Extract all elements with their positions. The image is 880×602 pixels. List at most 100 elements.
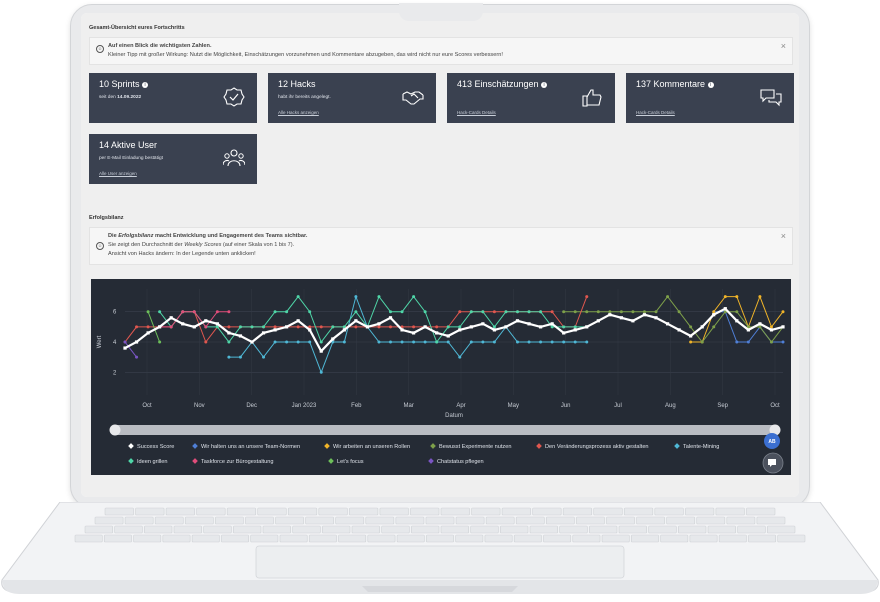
legend-item[interactable]: Wir halten uns an unsere Team-Normen [201,444,300,450]
info-icon[interactable]: i [707,82,714,88]
keyboard-key [726,516,756,525]
data-point [215,322,219,326]
range-slider-track[interactable] [111,425,779,435]
card-title: 413 Einschätzungen [457,79,539,89]
legend-marker[interactable] [428,458,434,464]
x-tick-label: Aug [665,403,676,409]
data-point [146,325,150,329]
keyboard-key [203,525,232,534]
data-point [261,331,266,335]
keyboard-key [287,507,318,516]
hack-cards-details-link[interactable]: Hack-Cards Details [457,110,496,115]
data-point [654,310,658,314]
data-point [700,340,704,344]
keyboard-key [707,525,736,534]
legend-item[interactable]: Success Score [137,444,174,450]
overview-info-box: ☺ Auf einen Blick die wichtigsten Zahlen… [89,37,793,65]
keyboard-key [666,516,696,525]
data-point [769,328,774,332]
legend-marker[interactable] [674,443,680,449]
legend-marker[interactable] [430,443,436,449]
data-point [527,340,531,344]
keyboard-key [623,507,654,516]
success-info-box: ☺ Die Erfolgsbilanz macht Entwicklung un… [89,227,793,265]
keyboard-key [543,534,572,543]
legend-marker[interactable] [536,443,542,449]
card-subtitle-date: 14.09.2022 [117,95,142,100]
range-slider-handle-left[interactable] [109,424,121,436]
legend-item[interactable]: Taskforce zur Bürogestaltung [201,459,273,465]
legend-item[interactable]: Talente-Mining [683,444,719,450]
legend-marker[interactable] [324,443,330,449]
legend-marker[interactable] [192,458,198,464]
all-users-link[interactable]: Alle User anzeigen [99,171,137,176]
legend-marker[interactable] [128,443,134,449]
user-avatar-badge[interactable] [764,433,780,449]
legend-item[interactable]: Chatstatus pflegen [437,459,484,465]
keyboard-key [411,525,440,534]
data-point [665,322,670,326]
data-point [596,310,600,314]
data-point [296,325,300,329]
series-line [228,294,587,374]
keyboard-key [426,534,454,543]
keyboard-key [221,534,249,543]
data-point [446,334,450,338]
data-point [458,328,462,332]
keyboard-key [74,534,103,543]
data-point [689,325,693,329]
legend-item[interactable]: Den Veränderungsprozess aktiv gestalten [545,444,649,450]
info-icon[interactable]: i [142,82,149,88]
data-point [204,325,208,329]
data-point [135,355,139,359]
legend-marker[interactable] [328,458,334,464]
keyboard-key [318,507,348,516]
data-point [758,295,762,299]
series-line [563,295,784,343]
x-tick-label: Oct [770,403,780,409]
data-point [712,310,716,314]
info-icon[interactable]: i [541,82,548,88]
x-tick-label: Dec [246,403,257,409]
data-point [746,325,750,329]
data-point [389,310,393,314]
close-icon[interactable]: × [780,41,786,51]
hack-cards-details-link[interactable]: Hack-Cards Details [636,110,675,115]
keyboard-key [501,507,531,516]
keyboard-key [367,534,396,543]
all-hacks-link[interactable]: Alle Hacks anzeigen [278,110,319,115]
legend-item[interactable]: Wir arbeiten an unseren Rollen [333,444,410,450]
data-point [158,325,162,329]
data-point [354,325,358,329]
legend-item[interactable]: Ideen grillen [137,459,167,465]
legend-item[interactable]: Let's focus [337,459,364,465]
data-point [492,325,496,329]
data-point [781,325,785,329]
x-tick-label: Mar [403,403,413,409]
camera-notch [399,3,483,21]
range-slider-handle-right[interactable] [769,424,781,436]
legend-marker[interactable] [128,458,134,464]
info-tip: Kleiner Tipp mit großer Wirkung: Nutzt d… [108,52,503,58]
data-point [423,340,427,344]
keyboard-key [275,516,304,525]
data-point [388,316,393,320]
kommentare-card: 137 Kommentare i Hack-Cards Details [626,73,794,123]
keyboard-key [471,507,501,516]
legend-item[interactable]: Bewusst Experimente nutzen [439,444,511,450]
data-point [135,325,139,329]
data-point [354,295,358,299]
data-point [458,310,462,314]
card-title: 137 Kommentare [636,79,706,89]
data-point [354,310,358,314]
keyboard-key [636,516,665,525]
data-point [585,325,589,329]
legend-marker[interactable] [192,443,198,449]
data-point [689,340,693,344]
data-point [169,325,173,329]
keyboard-key [562,507,593,516]
close-icon[interactable]: × [780,231,786,241]
data-point [585,340,589,344]
success-chart: 2 4 6 Oct Nov Dec Jan 2023 Feb Mar Apr May Jun Jul Au… [91,279,791,475]
x-axis-label: Datum [445,413,463,419]
